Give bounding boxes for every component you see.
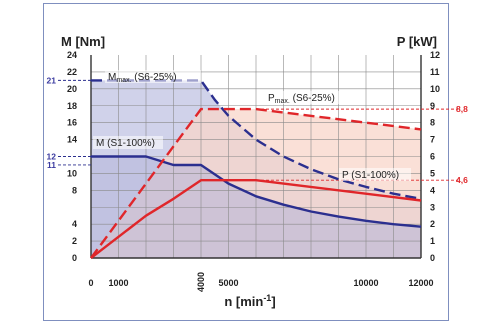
curve-label-suffix: (S6-25%) [132, 72, 177, 83]
right-marker-label: 4,6 [456, 175, 468, 185]
right-tick-label: 1 [430, 236, 435, 246]
x-tick-label: 10000 [353, 278, 378, 288]
x-axis-title-main: n [min [224, 294, 263, 309]
right-tick-label: 2 [430, 219, 435, 229]
right-tick-label: 9 [430, 101, 435, 111]
right-tick-label: 12 [430, 50, 440, 60]
curve-label-text: P [268, 93, 275, 104]
mmax-curve [91, 79, 422, 200]
curve-label: P (S1-100%) [342, 170, 399, 181]
x-tick-label-vertical: 4000 [196, 272, 206, 292]
right-tick-label: 11 [430, 67, 440, 77]
x-tick-label: 1000 [108, 278, 128, 288]
x-axis-title: n [min-1] [224, 293, 275, 309]
x-tick-label: 12000 [408, 278, 433, 288]
ms1-curve [91, 155, 422, 228]
right-marker-label: 8,8 [456, 104, 468, 114]
curve-label: Pmax. (S6-25%) [268, 93, 335, 105]
x-axis-title-sup: -1 [263, 293, 271, 303]
x-tick-label: 0 [88, 278, 93, 288]
left-tick-label: 14 [67, 135, 77, 145]
right-tick-label: 7 [430, 135, 435, 145]
curve-label-subscript: max. [116, 77, 131, 84]
left-tick-label: 4 [72, 219, 77, 229]
right-tick-label: 5 [430, 168, 435, 178]
x-tick-label: 5000 [218, 278, 238, 288]
ps1-curve [90, 178, 422, 259]
curve-label-background [265, 91, 363, 104]
left-marker-label: 12 [47, 152, 57, 162]
left-tick-label: 20 [67, 84, 77, 94]
pmax-curve [90, 107, 422, 259]
right-tick-label: 6 [430, 152, 435, 162]
right-tick-label: 0 [430, 253, 435, 263]
left-marker-label: 21 [47, 75, 57, 85]
left-tick-label: 24 [67, 50, 77, 60]
left-marker-label: 11 [47, 160, 56, 170]
left-tick-label: 22 [67, 67, 77, 77]
left-tick-label: 18 [67, 101, 77, 111]
right-tick-label: 10 [430, 84, 440, 94]
curve-label-subscript: max. [275, 98, 290, 105]
curve-label-background [339, 168, 411, 181]
curve-label-background [93, 136, 163, 149]
curve-label: M (S1-100%) [96, 138, 155, 149]
right-tick-label: 8 [430, 118, 435, 128]
x-axis-title-end: ] [271, 294, 275, 309]
curve-label-text: P (S1-100%) [342, 170, 399, 181]
left-tick-label: 0 [72, 253, 77, 263]
left-axis-title: M [Nm] [61, 34, 105, 49]
left-tick-label: 2 [72, 236, 77, 246]
left-tick-label: 16 [67, 118, 77, 128]
left-tick-label: 10 [67, 168, 77, 178]
right-tick-label: 4 [430, 185, 435, 195]
curve-label-text: M [108, 72, 116, 83]
curve-label-background [105, 70, 201, 83]
right-axis-title: P [kW] [397, 34, 437, 49]
curve-label-text: M (S1-100%) [96, 138, 155, 149]
right-tick-label: 3 [430, 202, 435, 212]
curve-label-suffix: (S6-25%) [290, 93, 335, 104]
left-tick-label: 8 [72, 185, 77, 195]
curve-label: Mmax. (S6-25%) [108, 72, 177, 84]
